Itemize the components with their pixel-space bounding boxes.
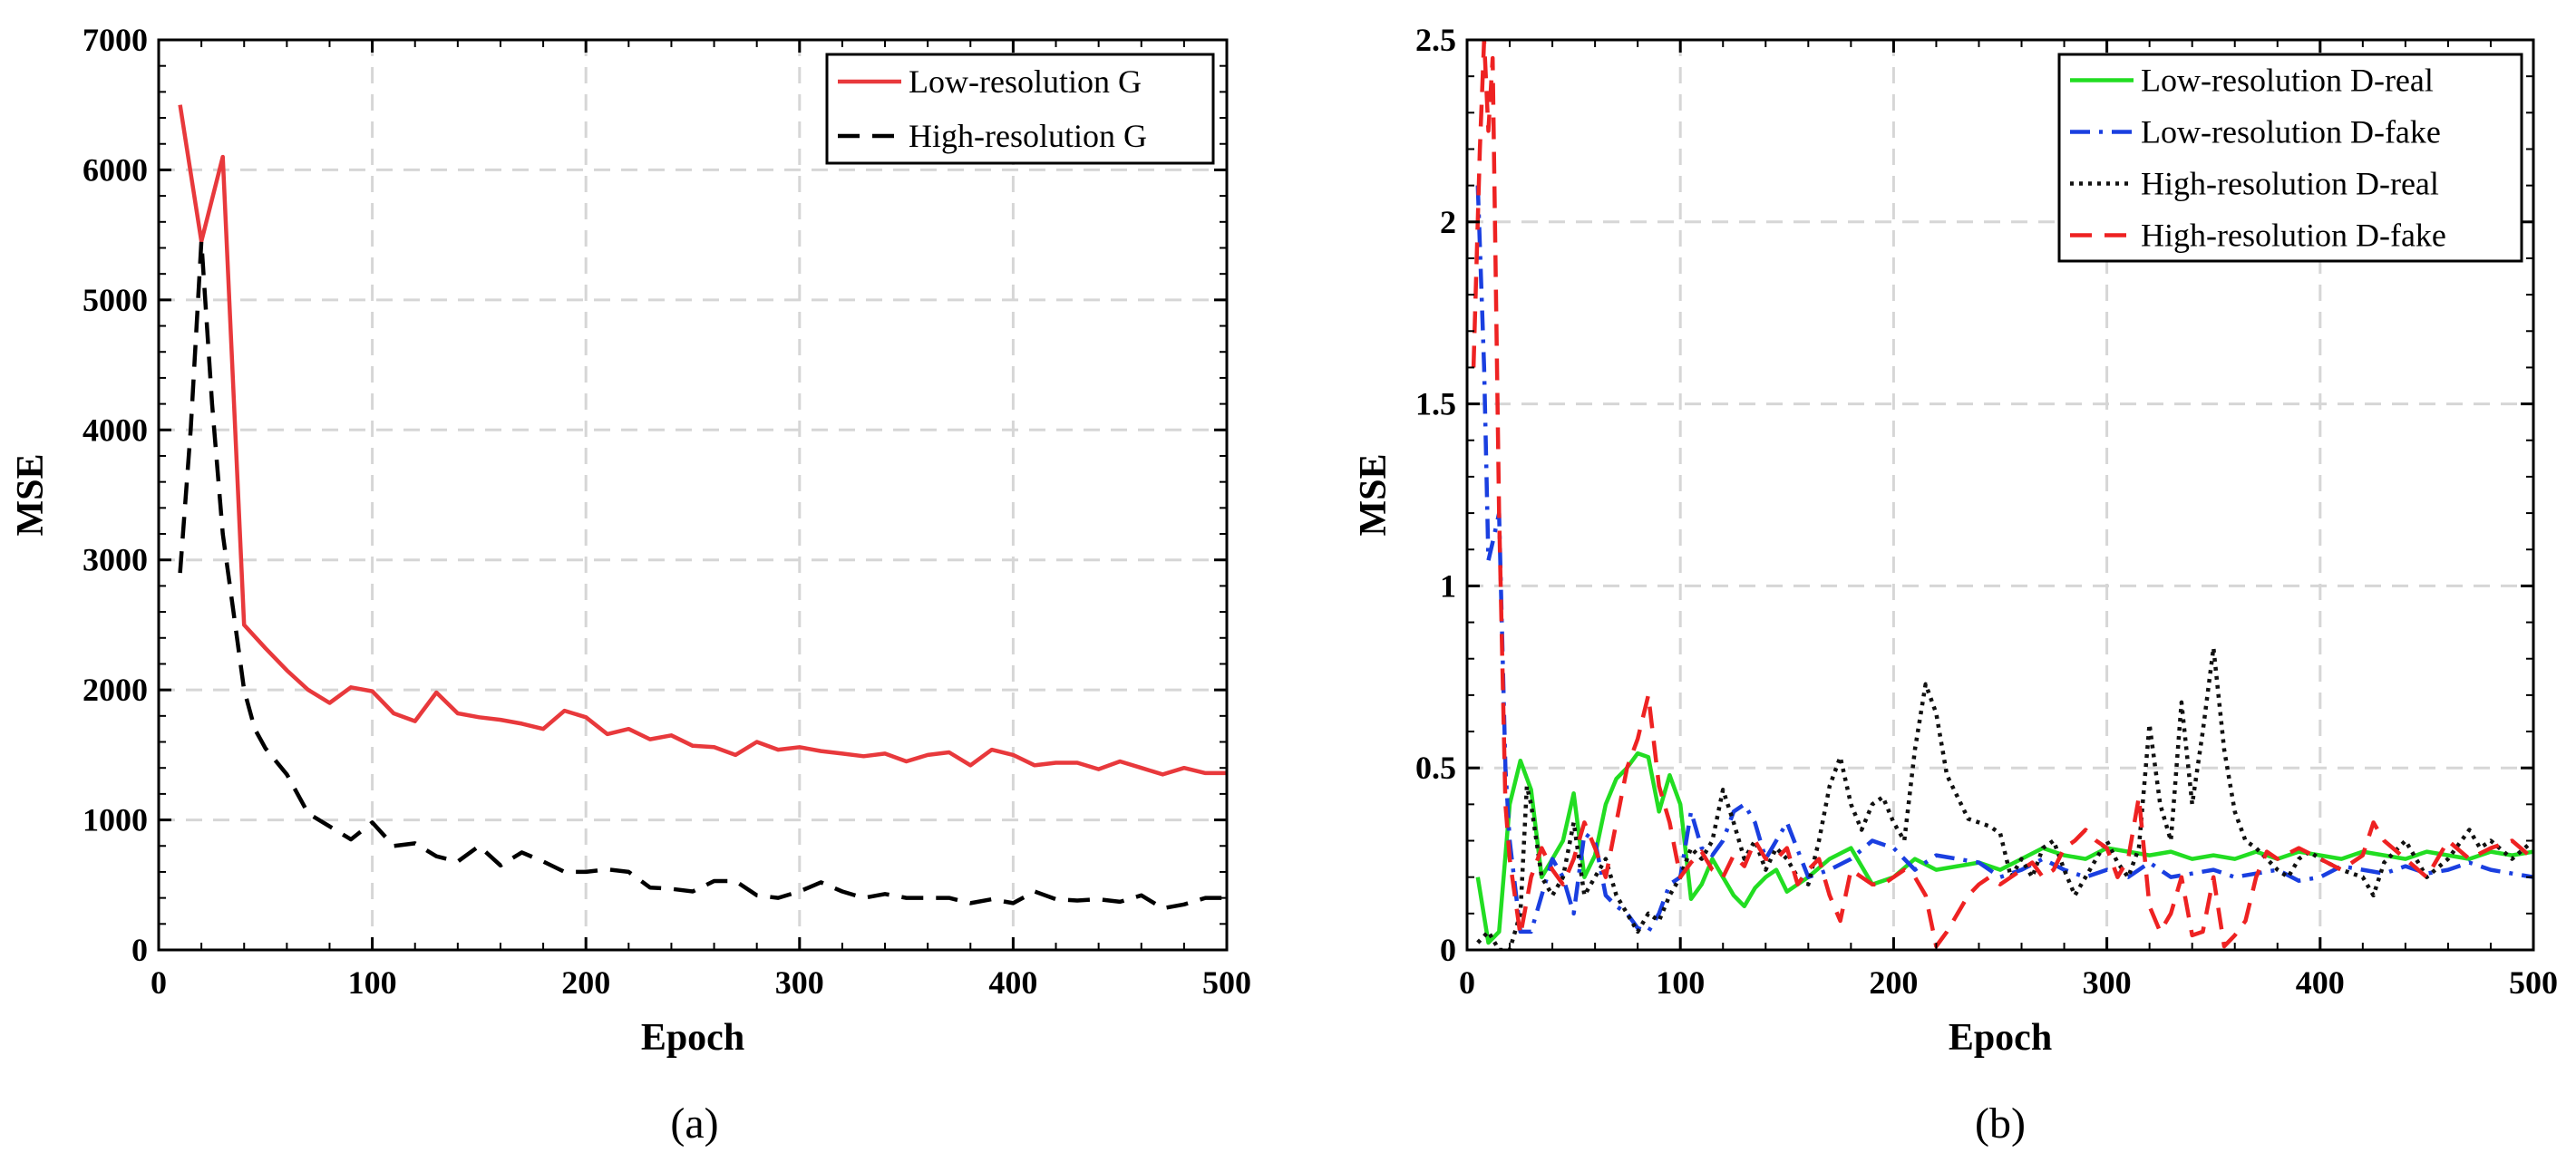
legend: Low-resolution D-real Low-resolution D-fa… xyxy=(2057,53,2523,263)
x-tick-label: 400 xyxy=(2296,964,2345,1001)
y-tick-label: 0 xyxy=(1440,932,1456,968)
series-line-low-resolution-d-real xyxy=(1475,751,2533,945)
plot-frame xyxy=(157,38,1229,952)
legend-label: High-resolution G xyxy=(909,118,1147,154)
y-tick-label: 0 xyxy=(131,932,148,968)
y-tick-label: 2000 xyxy=(83,672,148,708)
plot-frame xyxy=(1465,38,2535,952)
legend-label: High-resolution D-fake xyxy=(2141,218,2446,254)
x-axis-label: Epoch xyxy=(1949,1017,2052,1059)
y-tick-label: 6000 xyxy=(83,151,148,188)
x-tick-label: 0 xyxy=(151,964,167,1001)
legend-label: Low-resolution D-real xyxy=(2141,63,2434,99)
legend-label: Low-resolution G xyxy=(909,63,1142,100)
x-tick-label: 0 xyxy=(1459,964,1475,1001)
y-tick-label: 2 xyxy=(1440,204,1456,240)
y-tick-label: 4000 xyxy=(83,412,148,448)
x-tick-label: 300 xyxy=(2083,964,2132,1001)
y-tick-label: 1000 xyxy=(83,802,148,838)
chart-panel-b: 0 100 200 300 400 500 0 0.5 1 1.5 2 2.5 Epoch MSE Low-… xyxy=(1353,22,2558,1148)
y-tick-label: 3000 xyxy=(83,542,148,578)
y-tick-label: 0.5 xyxy=(1415,750,1456,786)
x-tick-label: 100 xyxy=(1656,964,1705,1001)
legend: Low-resolution G High-resolution G xyxy=(825,53,1215,165)
y-tick-label: 7000 xyxy=(83,22,148,58)
y-tick-label: 2.5 xyxy=(1415,22,1456,58)
x-tick-label: 200 xyxy=(1869,964,1918,1001)
y-tick-label: 5000 xyxy=(83,282,148,318)
x-tick-label: 400 xyxy=(988,964,1037,1001)
legend-label: High-resolution D-real xyxy=(2141,166,2439,202)
x-tick-label: 100 xyxy=(348,964,397,1001)
y-axis-label: MSE xyxy=(10,453,52,536)
panel-label: (a) xyxy=(670,1099,718,1148)
series-line-low-resolution-g xyxy=(178,104,1227,777)
series-line-high-resolution-g xyxy=(178,239,1227,911)
legend-box xyxy=(825,53,1215,165)
legend-label: Low-resolution D-fake xyxy=(2141,114,2441,150)
y-tick-label: 1 xyxy=(1440,567,1456,604)
chart-panel-a: 0 100 200 300 400 500010002000300040005000600… xyxy=(10,22,1251,1148)
x-tick-label: 200 xyxy=(561,964,610,1001)
series-line-high-resolution-d-fake xyxy=(1471,40,2533,949)
series-line-high-resolution-d-real xyxy=(1476,645,2533,950)
legend-box xyxy=(2057,53,2523,263)
x-tick-label: 300 xyxy=(775,964,824,1001)
y-axis-label: MSE xyxy=(1353,453,1395,536)
x-tick-label: 500 xyxy=(1202,964,1251,1001)
x-tick-label: 500 xyxy=(2509,964,2558,1001)
panel-label: (b) xyxy=(1975,1099,2026,1148)
series-line-low-resolution-d-fake xyxy=(1475,185,2533,935)
x-axis-label: Epoch xyxy=(641,1017,744,1059)
y-tick-label: 1.5 xyxy=(1415,386,1456,422)
